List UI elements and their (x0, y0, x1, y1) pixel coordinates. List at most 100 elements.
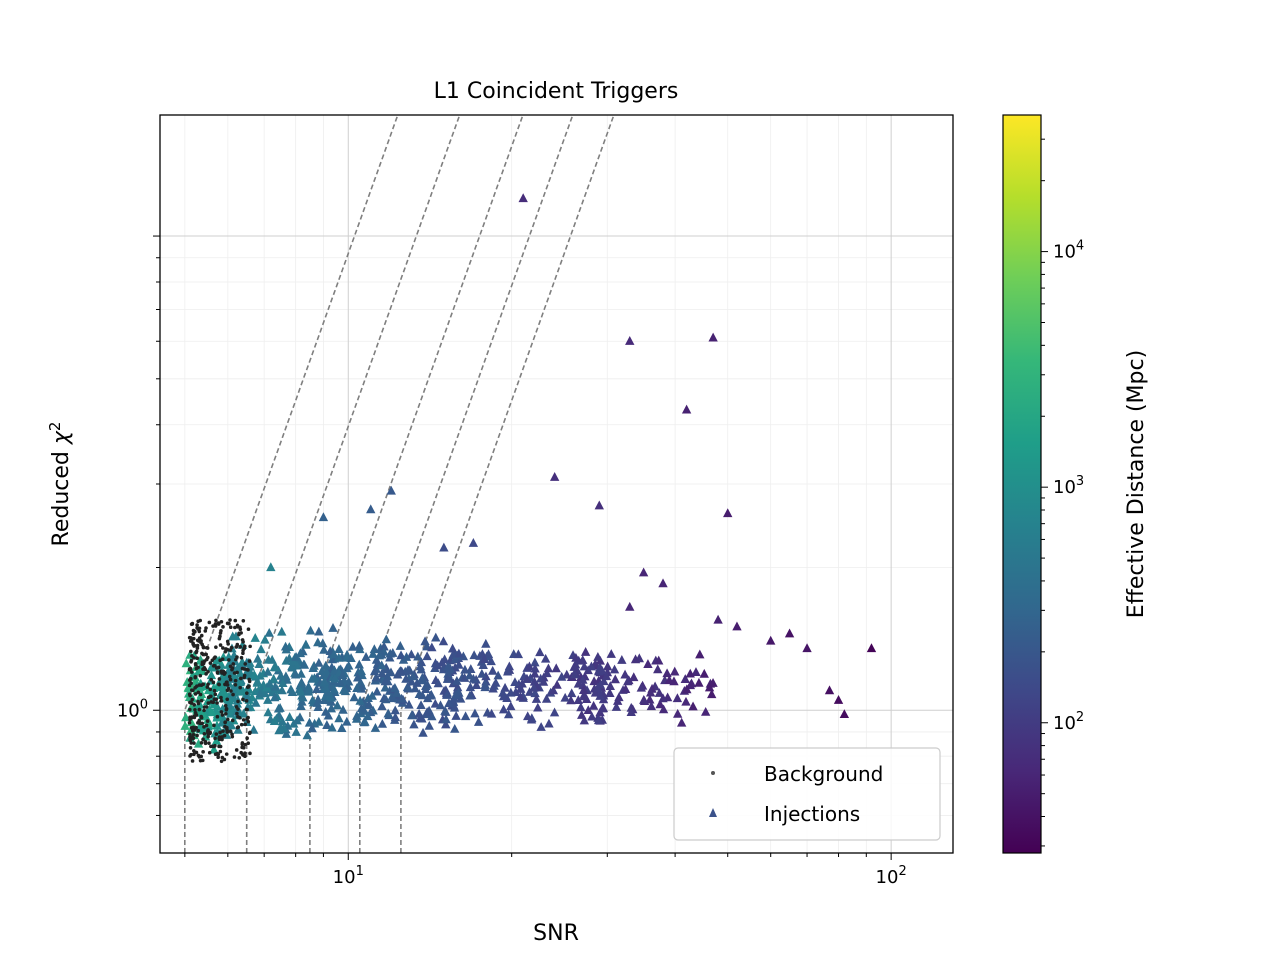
background-marker (245, 736, 249, 741)
injection-marker (270, 681, 280, 691)
injection-marker (329, 684, 339, 694)
injection-marker (662, 668, 672, 678)
background-marker (191, 688, 195, 693)
injection-marker (443, 661, 453, 671)
injection-marker (576, 702, 586, 712)
injection-marker (578, 685, 589, 695)
background-marker (196, 627, 200, 631)
background-marker (215, 671, 220, 675)
background-marker (205, 646, 210, 650)
background-marker (217, 677, 222, 681)
injection-marker (646, 701, 657, 711)
injection-marker (296, 686, 306, 696)
background-marker (188, 707, 192, 712)
injection-marker (302, 730, 312, 740)
injection-marker (515, 683, 526, 693)
colorbar-tick-label-exponent: 4 (1076, 239, 1084, 254)
background-marker (237, 756, 242, 760)
background-marker (218, 730, 222, 735)
injection-marker (623, 676, 633, 686)
legend-background-marker (711, 771, 715, 775)
injection-marker (466, 664, 476, 674)
injection-marker (321, 682, 331, 692)
background-marker (201, 667, 205, 671)
injection-marker (268, 674, 279, 684)
injection-marker (645, 694, 655, 704)
background-marker (196, 728, 201, 733)
injection-marker (450, 723, 460, 733)
injection-marker (610, 674, 620, 684)
background-marker (208, 687, 213, 692)
injection-marker (481, 638, 491, 648)
background-marker (245, 691, 249, 695)
injection-marker (802, 643, 812, 653)
injection-marker (284, 712, 295, 722)
injection-marker (299, 659, 309, 669)
background-markers (187, 618, 252, 764)
injection-marker (611, 702, 622, 711)
injection-marker (219, 687, 229, 697)
background-marker (214, 645, 218, 649)
background-marker (246, 627, 251, 632)
background-marker (208, 661, 213, 665)
injection-marker (421, 681, 431, 691)
background-marker (228, 618, 232, 622)
injection-marker (488, 683, 498, 693)
background-marker (204, 672, 208, 676)
background-marker (211, 700, 216, 705)
injection-marker (364, 699, 374, 709)
background-marker (188, 715, 192, 720)
injection-marker (605, 688, 615, 698)
background-marker (247, 684, 251, 688)
injection-marker (573, 695, 584, 704)
injection-marker (481, 671, 491, 681)
injection-marker (645, 687, 656, 697)
background-marker (242, 667, 247, 671)
injection-marker (441, 719, 451, 729)
injection-marker (638, 567, 649, 577)
background-marker (247, 659, 252, 663)
background-marker (219, 699, 224, 703)
x-tick-label: 101 (333, 864, 364, 888)
injection-marker (460, 711, 471, 721)
injection-marker (377, 660, 387, 670)
injection-marker (370, 722, 381, 732)
background-marker (187, 667, 192, 671)
background-marker (241, 745, 246, 750)
injection-marker (388, 693, 398, 703)
threshold-curve (309, 115, 524, 853)
injection-marker (211, 655, 222, 665)
injection-marker (401, 673, 411, 683)
background-marker (235, 725, 240, 730)
x-tick-label-exponent: 2 (898, 864, 906, 879)
injection-marker (557, 671, 567, 681)
injection-marker (374, 650, 385, 660)
injection-marker (625, 336, 635, 345)
injection-marker (658, 578, 668, 588)
injection-marker (328, 623, 338, 632)
colorbar-tick-label-base: 10 (1053, 477, 1076, 498)
injection-marker (263, 654, 274, 664)
injection-marker (276, 670, 286, 680)
background-marker (223, 720, 228, 724)
background-marker (222, 733, 227, 738)
injection-marker (305, 625, 316, 635)
injection-marker (530, 663, 540, 673)
injection-marker (636, 682, 646, 692)
injection-marker (407, 710, 417, 720)
injection-marker (451, 689, 461, 699)
background-marker (238, 625, 242, 629)
background-marker (236, 714, 240, 719)
background-marker (193, 643, 197, 648)
background-marker (235, 711, 239, 716)
background-marker (188, 693, 192, 698)
injection-marker (477, 668, 487, 678)
background-marker (206, 682, 210, 687)
injection-marker (307, 673, 317, 683)
injection-marker (699, 668, 709, 678)
background-marker (212, 723, 216, 728)
injection-marker (464, 670, 475, 680)
colorbar-label: Effective Distance (Mpc) (1124, 350, 1149, 618)
injection-marker (337, 723, 347, 732)
